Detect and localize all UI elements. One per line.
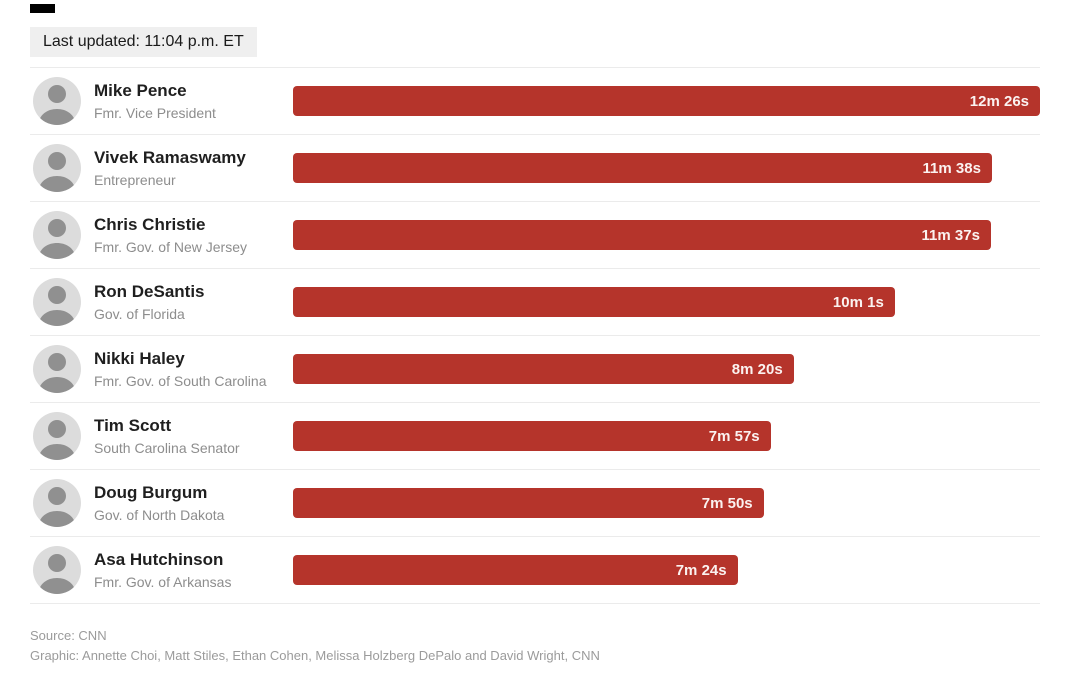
candidate-title: Gov. of North Dakota (94, 507, 225, 524)
candidate-info: Mike Pence Fmr. Vice President (81, 81, 293, 122)
candidate-row: Mike Pence Fmr. Vice President 12m 26s (30, 68, 1040, 135)
bar-track: 7m 50s (293, 488, 1040, 518)
time-bar: 7m 57s (293, 421, 771, 451)
bar-track: 10m 1s (293, 287, 1040, 317)
time-bar: 12m 26s (293, 86, 1040, 116)
candidate-row: Vivek Ramaswamy Entrepreneur 11m 38s (30, 135, 1040, 202)
bar-track: 8m 20s (293, 354, 1040, 384)
candidate-name: Chris Christie (94, 214, 206, 234)
candidate-name: Vivek Ramaswamy (94, 147, 246, 167)
candidate-info: Doug Burgum Gov. of North Dakota (81, 483, 293, 524)
bar-track: 7m 57s (293, 421, 1040, 451)
top-left-mark (30, 4, 55, 13)
avatar (33, 412, 81, 460)
bar-track: 11m 37s (293, 220, 1040, 250)
candidate-name: Mike Pence (94, 80, 187, 100)
person-icon (38, 487, 76, 527)
person-icon (38, 152, 76, 192)
candidate-title: South Carolina Senator (94, 440, 240, 457)
bar-track: 7m 24s (293, 555, 1040, 585)
time-label: 7m 24s (675, 561, 727, 579)
avatar (33, 345, 81, 393)
time-bar: 7m 24s (293, 555, 738, 585)
candidate-row: Nikki Haley Fmr. Gov. of South Carolina … (30, 336, 1040, 403)
bar-track: 12m 26s (293, 86, 1040, 116)
person-icon (38, 420, 76, 460)
candidate-name: Nikki Haley (94, 348, 185, 368)
time-label: 7m 57s (708, 427, 760, 445)
person-icon (38, 85, 76, 125)
candidate-info: Asa Hutchinson Fmr. Gov. of Arkansas (81, 550, 293, 591)
avatar (33, 546, 81, 594)
time-bar: 11m 37s (293, 220, 991, 250)
candidate-row: Tim Scott South Carolina Senator 7m 57s (30, 403, 1040, 470)
person-icon (38, 286, 76, 326)
time-bar: 8m 20s (293, 354, 794, 384)
time-label: 10m 1s (832, 293, 884, 311)
candidate-title: Fmr. Vice President (94, 105, 216, 122)
speaking-time-graphic: Last updated: 11:04 p.m. ET Mike Pence F… (30, 27, 1040, 666)
avatar (33, 278, 81, 326)
person-icon (38, 219, 76, 259)
time-bar: 10m 1s (293, 287, 895, 317)
candidate-name: Ron DeSantis (94, 281, 205, 301)
time-label: 7m 50s (701, 494, 753, 512)
candidate-name: Doug Burgum (94, 482, 208, 502)
time-label: 11m 37s (921, 226, 980, 244)
time-label: 12m 26s (969, 92, 1029, 110)
time-label: 8m 20s (731, 360, 783, 378)
candidate-title: Entrepreneur (94, 172, 176, 189)
candidate-info: Vivek Ramaswamy Entrepreneur (81, 148, 293, 189)
person-icon (38, 353, 76, 393)
candidate-row: Asa Hutchinson Fmr. Gov. of Arkansas 7m … (30, 537, 1040, 604)
candidate-row: Chris Christie Fmr. Gov. of New Jersey 1… (30, 202, 1040, 269)
candidate-title: Fmr. Gov. of South Carolina (94, 373, 267, 390)
time-label: 11m 38s (922, 159, 981, 177)
candidate-title: Fmr. Gov. of Arkansas (94, 574, 232, 591)
time-bar: 7m 50s (293, 488, 764, 518)
avatar (33, 77, 81, 125)
candidate-list: Mike Pence Fmr. Vice President 12m 26s V… (30, 67, 1040, 604)
candidate-info: Tim Scott South Carolina Senator (81, 416, 293, 457)
candidate-title: Fmr. Gov. of New Jersey (94, 239, 247, 256)
candidate-info: Ron DeSantis Gov. of Florida (81, 282, 293, 323)
bar-track: 11m 38s (293, 153, 1040, 183)
candidate-info: Nikki Haley Fmr. Gov. of South Carolina (81, 349, 293, 390)
avatar (33, 211, 81, 259)
person-icon (38, 554, 76, 594)
time-bar: 11m 38s (293, 153, 992, 183)
avatar (33, 479, 81, 527)
candidate-name: Tim Scott (94, 415, 172, 435)
candidate-row: Ron DeSantis Gov. of Florida 10m 1s (30, 269, 1040, 336)
credit-note: Graphic: Annette Choi, Matt Stiles, Etha… (30, 648, 600, 663)
avatar (33, 144, 81, 192)
candidate-info: Chris Christie Fmr. Gov. of New Jersey (81, 215, 293, 256)
source-note: Source: CNN (30, 628, 107, 643)
footer: Source: CNN Graphic: Annette Choi, Matt … (30, 626, 1040, 666)
candidate-name: Asa Hutchinson (94, 549, 224, 569)
candidate-row: Doug Burgum Gov. of North Dakota 7m 50s (30, 470, 1040, 537)
last-updated-badge: Last updated: 11:04 p.m. ET (30, 27, 257, 57)
candidate-title: Gov. of Florida (94, 306, 185, 323)
